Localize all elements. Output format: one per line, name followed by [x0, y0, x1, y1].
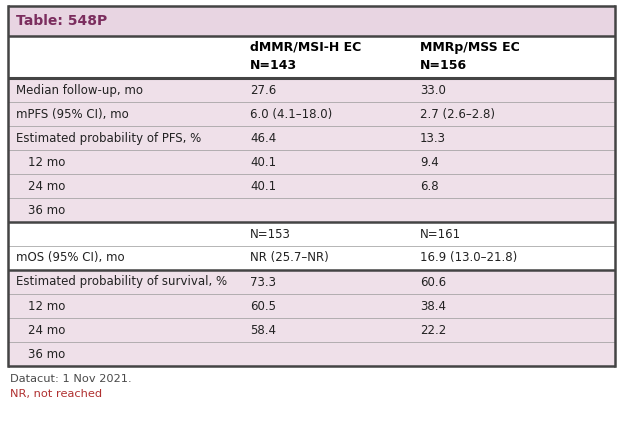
Text: 9.4: 9.4	[420, 156, 439, 168]
Text: 6.0 (4.1–18.0): 6.0 (4.1–18.0)	[250, 108, 332, 121]
Text: 60.5: 60.5	[250, 300, 276, 312]
Text: NR (25.7–NR): NR (25.7–NR)	[250, 252, 329, 264]
Text: 12 mo: 12 mo	[28, 156, 65, 168]
Text: 12 mo: 12 mo	[28, 300, 65, 312]
FancyBboxPatch shape	[8, 222, 615, 246]
FancyBboxPatch shape	[8, 174, 615, 198]
Text: 58.4: 58.4	[250, 323, 276, 337]
Text: NR, not reached: NR, not reached	[10, 389, 102, 399]
Text: 33.0: 33.0	[420, 83, 446, 96]
Text: dMMR/MSI-H EC
N=143: dMMR/MSI-H EC N=143	[250, 40, 361, 71]
FancyBboxPatch shape	[8, 294, 615, 318]
Text: 46.4: 46.4	[250, 131, 276, 144]
FancyBboxPatch shape	[8, 150, 615, 174]
Text: Estimated probability of survival, %: Estimated probability of survival, %	[16, 275, 227, 289]
Text: 36 mo: 36 mo	[28, 348, 65, 360]
Text: 2.7 (2.6–2.8): 2.7 (2.6–2.8)	[420, 108, 495, 121]
Text: Median follow-up, mo: Median follow-up, mo	[16, 83, 143, 96]
Text: 40.1: 40.1	[250, 179, 276, 193]
Text: Datacut: 1 Nov 2021.: Datacut: 1 Nov 2021.	[10, 374, 131, 384]
Text: 16.9 (13.0–21.8): 16.9 (13.0–21.8)	[420, 252, 517, 264]
Text: 60.6: 60.6	[420, 275, 446, 289]
Text: 22.2: 22.2	[420, 323, 446, 337]
FancyBboxPatch shape	[8, 270, 615, 294]
Text: N=153: N=153	[250, 227, 291, 241]
FancyBboxPatch shape	[8, 126, 615, 150]
Text: 40.1: 40.1	[250, 156, 276, 168]
Text: 73.3: 73.3	[250, 275, 276, 289]
Text: 6.8: 6.8	[420, 179, 439, 193]
Text: 13.3: 13.3	[420, 131, 446, 144]
FancyBboxPatch shape	[8, 78, 615, 102]
Text: 24 mo: 24 mo	[28, 323, 65, 337]
FancyBboxPatch shape	[8, 36, 615, 78]
FancyBboxPatch shape	[8, 6, 615, 36]
Text: MMRp/MSS EC
N=156: MMRp/MSS EC N=156	[420, 40, 520, 71]
Text: Table: 548P: Table: 548P	[16, 14, 107, 28]
Text: mOS (95% CI), mo: mOS (95% CI), mo	[16, 252, 125, 264]
FancyBboxPatch shape	[8, 102, 615, 126]
FancyBboxPatch shape	[8, 318, 615, 342]
Text: 36 mo: 36 mo	[28, 204, 65, 216]
FancyBboxPatch shape	[8, 342, 615, 366]
Text: N=161: N=161	[420, 227, 461, 241]
FancyBboxPatch shape	[8, 246, 615, 270]
FancyBboxPatch shape	[8, 198, 615, 222]
Text: 38.4: 38.4	[420, 300, 446, 312]
Text: 27.6: 27.6	[250, 83, 276, 96]
Text: 24 mo: 24 mo	[28, 179, 65, 193]
Text: Estimated probability of PFS, %: Estimated probability of PFS, %	[16, 131, 201, 144]
Text: mPFS (95% CI), mo: mPFS (95% CI), mo	[16, 108, 129, 121]
